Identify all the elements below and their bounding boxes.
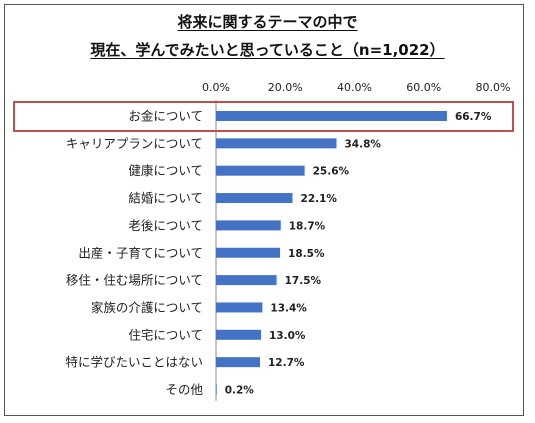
category-label: お金について (128, 109, 203, 124)
x-tick-label: 80.0% (476, 81, 511, 94)
bar (216, 275, 277, 286)
data-label: 34.8% (344, 138, 381, 150)
bar (216, 138, 337, 149)
data-label: 22.1% (301, 193, 338, 205)
category-label: キャリアプランについて (66, 136, 203, 151)
bar (216, 111, 447, 121)
bar (216, 165, 305, 176)
data-label: 18.5% (288, 248, 325, 260)
category-label: 家族の介護について (91, 300, 203, 315)
bar (216, 220, 281, 231)
chart-title-line2: 現在、学んでみたいと思っていること（n=1,022） (90, 41, 445, 59)
category-label: 特に学びたいことはない (65, 355, 203, 370)
chart-title-line1: 将来に関するテーマの中で (177, 13, 358, 31)
bar (216, 302, 263, 313)
category-label: 移住・住む場所について (66, 273, 203, 288)
bar (216, 247, 281, 258)
category-label: 老後について (128, 218, 203, 233)
category-label: その他 (165, 382, 203, 397)
bar (216, 193, 293, 204)
data-label: 13.0% (269, 330, 306, 342)
bar (216, 329, 262, 340)
data-label: 18.7% (289, 220, 326, 232)
data-label: 17.5% (285, 275, 322, 287)
x-tick-label: 40.0% (337, 81, 372, 94)
bar (216, 357, 260, 368)
category-label: 住宅について (128, 327, 203, 342)
x-tick-label: 60.0% (406, 81, 441, 94)
data-label: 13.4% (270, 302, 307, 314)
category-label: 出産・子育てについて (78, 245, 203, 260)
category-label: 結婚について (128, 191, 203, 206)
data-label: 66.7% (455, 111, 492, 123)
x-tick-label: 0.0% (202, 81, 230, 94)
bar (216, 384, 217, 395)
chart-frame (4, 4, 524, 416)
data-label: 0.2% (225, 385, 255, 397)
x-tick-label: 20.0% (268, 81, 303, 94)
data-label: 25.6% (313, 166, 350, 178)
data-label: 12.7% (268, 357, 305, 369)
highlight-box (13, 101, 514, 132)
category-label: 健康について (128, 163, 203, 178)
